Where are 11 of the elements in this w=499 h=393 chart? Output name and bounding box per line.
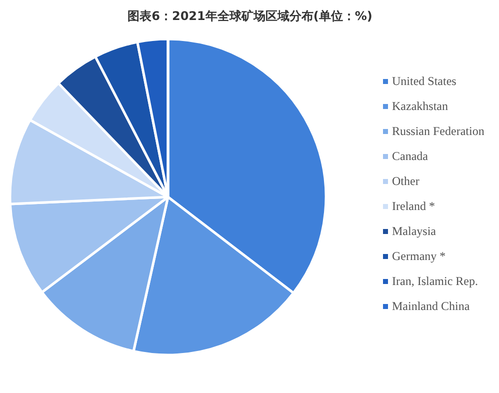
legend-label: Germany * <box>392 249 446 263</box>
legend-label: Canada <box>392 149 429 163</box>
legend-label: Ireland * <box>392 199 435 213</box>
legend-label: Russian Federation <box>392 124 484 138</box>
legend-label: Kazakhstan <box>392 99 448 113</box>
legend-label: Malaysia <box>392 224 437 238</box>
legend-label: Mainland China <box>392 299 470 313</box>
legend-label: United States <box>392 74 457 88</box>
chart-title: 图表6：2021年全球矿场区域分布(单位：%) <box>128 9 372 23</box>
legend-label: Iran, Islamic Rep. <box>392 274 478 288</box>
legend-label: Other <box>392 174 420 188</box>
